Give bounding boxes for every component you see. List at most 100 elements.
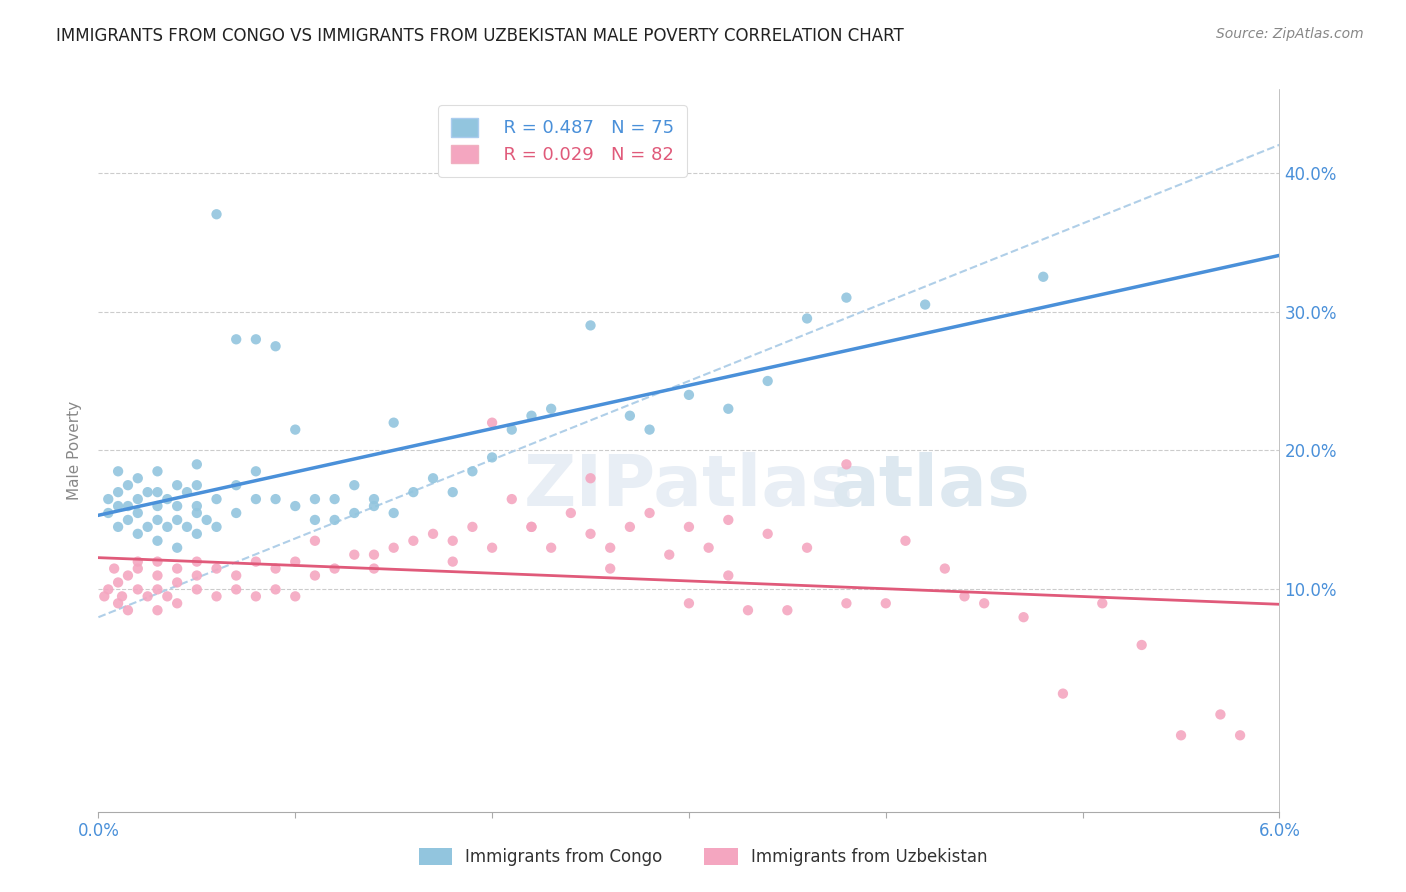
Point xyxy=(127,526,149,541)
Point xyxy=(166,541,188,555)
Point xyxy=(117,499,139,513)
Point xyxy=(97,492,120,507)
Legend:   R = 0.487   N = 75,   R = 0.029   N = 82: R = 0.487 N = 75, R = 0.029 N = 82 xyxy=(439,105,688,177)
Point xyxy=(304,492,326,507)
Point xyxy=(146,485,169,500)
Point xyxy=(103,561,125,575)
Point xyxy=(835,458,858,472)
Point xyxy=(146,582,169,597)
Point xyxy=(186,582,208,597)
Point xyxy=(156,520,179,534)
Point xyxy=(304,533,326,548)
Point xyxy=(107,464,129,478)
Point xyxy=(678,388,700,402)
Point xyxy=(1170,728,1192,742)
Point xyxy=(186,568,208,582)
Point xyxy=(934,561,956,575)
Point xyxy=(441,533,464,548)
Point xyxy=(835,596,858,610)
Point xyxy=(363,561,385,575)
Point xyxy=(560,506,582,520)
Point xyxy=(166,561,188,575)
Point xyxy=(127,582,149,597)
Point xyxy=(107,485,129,500)
Point xyxy=(117,478,139,492)
Point xyxy=(205,561,228,575)
Point xyxy=(599,541,621,555)
Point xyxy=(146,513,169,527)
Point xyxy=(343,548,366,562)
Point xyxy=(166,513,188,527)
Point xyxy=(461,520,484,534)
Point xyxy=(678,520,700,534)
Point xyxy=(304,568,326,582)
Point xyxy=(186,526,208,541)
Point xyxy=(678,596,700,610)
Point xyxy=(176,520,198,534)
Point xyxy=(796,541,818,555)
Point xyxy=(382,416,405,430)
Point xyxy=(835,291,858,305)
Point xyxy=(363,499,385,513)
Point xyxy=(117,513,139,527)
Point xyxy=(481,541,503,555)
Point xyxy=(343,478,366,492)
Point xyxy=(579,471,602,485)
Point xyxy=(323,561,346,575)
Y-axis label: Male Poverty: Male Poverty xyxy=(67,401,83,500)
Point xyxy=(245,492,267,507)
Point xyxy=(127,492,149,507)
Text: IMMIGRANTS FROM CONGO VS IMMIGRANTS FROM UZBEKISTAN MALE POVERTY CORRELATION CHA: IMMIGRANTS FROM CONGO VS IMMIGRANTS FROM… xyxy=(56,27,904,45)
Point xyxy=(136,590,159,604)
Point xyxy=(343,506,366,520)
Point xyxy=(481,416,503,430)
Point xyxy=(323,492,346,507)
Point xyxy=(796,311,818,326)
Point xyxy=(422,526,444,541)
Point xyxy=(382,541,405,555)
Point xyxy=(717,568,740,582)
Point xyxy=(284,555,307,569)
Point xyxy=(737,603,759,617)
Point xyxy=(501,423,523,437)
Point xyxy=(245,590,267,604)
Point xyxy=(166,478,188,492)
Point xyxy=(245,332,267,346)
Point xyxy=(186,555,208,569)
Point xyxy=(619,520,641,534)
Point xyxy=(264,582,287,597)
Point xyxy=(156,492,179,507)
Point xyxy=(176,485,198,500)
Point xyxy=(93,590,115,604)
Point xyxy=(205,492,228,507)
Point xyxy=(146,555,169,569)
Point xyxy=(245,555,267,569)
Text: Source: ZipAtlas.com: Source: ZipAtlas.com xyxy=(1216,27,1364,41)
Point xyxy=(225,506,247,520)
Point xyxy=(520,520,543,534)
Point xyxy=(756,374,779,388)
Point xyxy=(441,485,464,500)
Point xyxy=(195,513,218,527)
Point xyxy=(638,423,661,437)
Point xyxy=(579,526,602,541)
Point xyxy=(205,207,228,221)
Point xyxy=(117,568,139,582)
Point xyxy=(97,582,120,597)
Legend: Immigrants from Congo, Immigrants from Uzbekistan: Immigrants from Congo, Immigrants from U… xyxy=(412,841,994,873)
Point xyxy=(619,409,641,423)
Point xyxy=(127,561,149,575)
Point xyxy=(894,533,917,548)
Point xyxy=(186,506,208,520)
Point xyxy=(284,499,307,513)
Point xyxy=(776,603,799,617)
Point xyxy=(264,561,287,575)
Point xyxy=(756,526,779,541)
Text: atlas: atlas xyxy=(831,452,1031,521)
Point xyxy=(363,492,385,507)
Point xyxy=(422,471,444,485)
Point xyxy=(599,561,621,575)
Point xyxy=(107,596,129,610)
Point xyxy=(363,548,385,562)
Point xyxy=(1091,596,1114,610)
